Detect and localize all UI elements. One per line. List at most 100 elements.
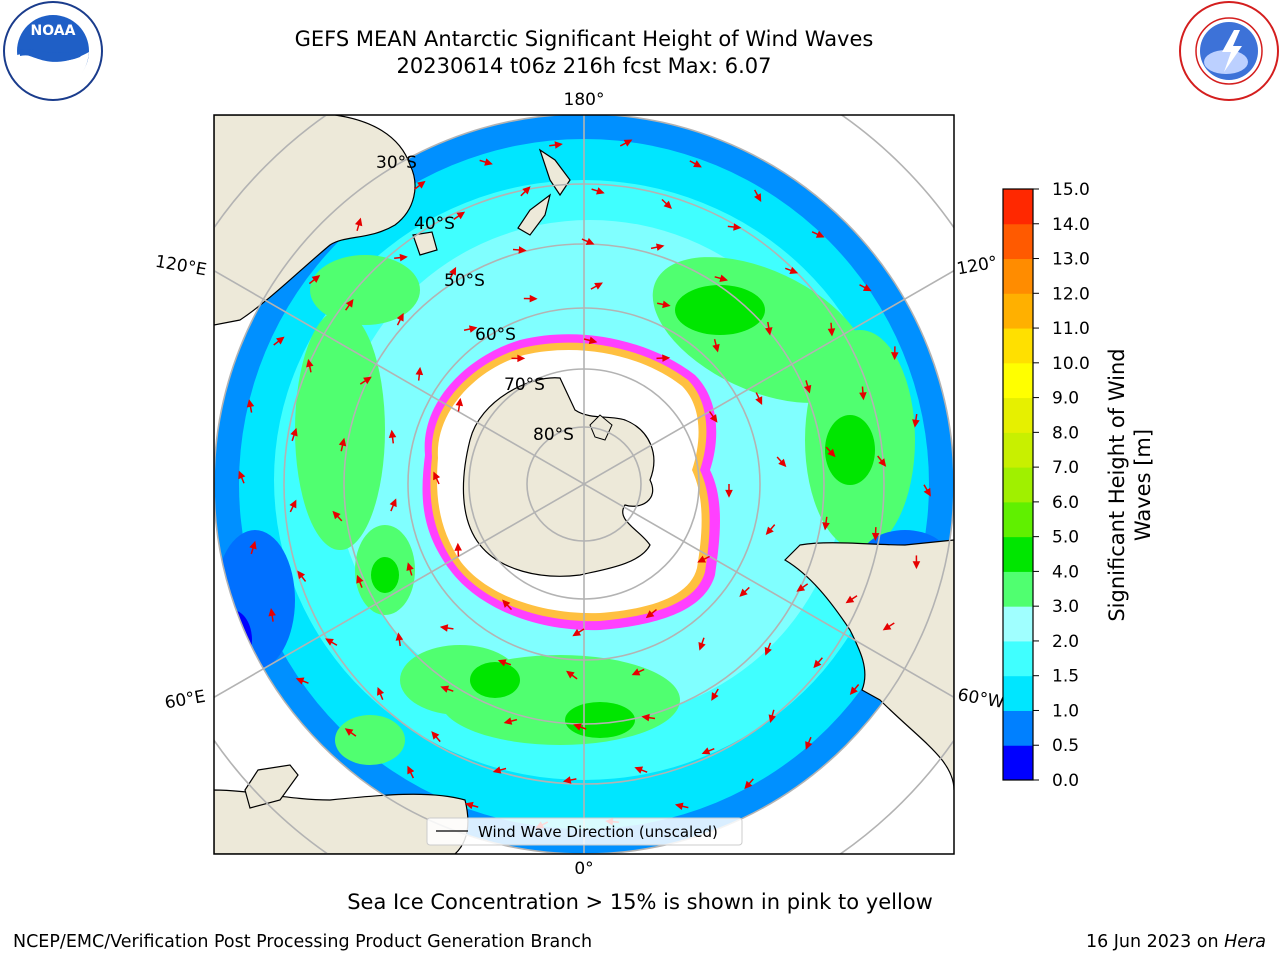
wave-direction-arrowhead bbox=[813, 659, 822, 669]
wave-direction-arrowhead bbox=[701, 747, 711, 755]
wave-direction-arrowhead bbox=[712, 343, 720, 353]
colorbar-swatch bbox=[1003, 189, 1033, 225]
wave-direction-arrowhead bbox=[744, 780, 753, 790]
colorbar-swatch bbox=[1003, 258, 1033, 294]
legend-label: Wind Wave Direction (unscaled) bbox=[478, 823, 718, 841]
wave-direction-arrowhead bbox=[363, 376, 372, 385]
wave-direction-arrowhead bbox=[733, 223, 742, 231]
colorbar-tick-label: 10.0 bbox=[1052, 354, 1090, 374]
wave-direction-arrowhead bbox=[765, 526, 774, 536]
wave-direction-arrowhead bbox=[765, 327, 773, 336]
wave-direction-arrowhead bbox=[890, 352, 899, 361]
lon-label-0: 0° bbox=[574, 859, 593, 879]
wave-direction-arrowhead bbox=[433, 471, 441, 481]
footer-host: Hera bbox=[1224, 932, 1266, 952]
wave-direction-arrowhead bbox=[739, 588, 748, 597]
wave-direction-arrowhead bbox=[407, 765, 415, 775]
wave-direction-arrowhead bbox=[862, 284, 872, 292]
colorbar-swatch bbox=[1003, 397, 1033, 433]
wave-direction-arrowhead bbox=[789, 266, 799, 274]
colorbar-tick-label: 6.0 bbox=[1052, 493, 1079, 513]
wave-direction-arrowhead bbox=[845, 595, 855, 604]
wave-direction-arrowhead bbox=[803, 384, 812, 394]
colorbar-tick-label: 7.0 bbox=[1052, 458, 1079, 478]
wave-direction-arrowhead bbox=[641, 713, 650, 722]
colorbar-swatch bbox=[1003, 640, 1033, 677]
colorbar-tick-label: 4.0 bbox=[1052, 562, 1079, 582]
wave-direction-arrowhead bbox=[631, 668, 641, 676]
colorbar-label-line1: Significant Height of Wind bbox=[1105, 348, 1129, 621]
wave-direction-arrowhead bbox=[456, 211, 466, 220]
wave-direction-arrowhead bbox=[796, 584, 806, 592]
wave-direction-arrowhead bbox=[297, 570, 306, 580]
figure-title-line-2: 20230614 t06z 216h fcst Max: 6.07 bbox=[396, 54, 772, 78]
colorbar-swatch bbox=[1003, 606, 1033, 642]
colorbar-swatch bbox=[1003, 501, 1033, 538]
colorbar-tick-label: 11.0 bbox=[1052, 319, 1090, 339]
wave-direction-arrowhead bbox=[827, 328, 836, 337]
wave-direction-arrowhead bbox=[395, 632, 404, 641]
wave-direction-arrowhead bbox=[623, 139, 633, 147]
wave-direction-arrowhead bbox=[923, 487, 931, 497]
lat-label-60s: 60°S bbox=[475, 325, 516, 345]
colorbar-swatch bbox=[1003, 675, 1033, 711]
wave-direction-arrowhead bbox=[354, 217, 363, 227]
wave-direction-arrowhead bbox=[338, 437, 347, 447]
colorbar: 0.0 0.5 1.0 1.5 2.0 3.0 4.0 5.0 6.0 7.0 8.0 9.0 10.0… bbox=[1002, 180, 1155, 791]
wave-direction-arrowhead bbox=[754, 193, 762, 202]
colorbar-swatch bbox=[1003, 745, 1033, 781]
wave-direction-arrowhead bbox=[289, 499, 297, 509]
colorbar-label-line2: Waves [m] bbox=[1131, 429, 1155, 541]
wave-direction-arrowhead bbox=[389, 498, 397, 508]
wave-direction-arrowhead bbox=[246, 399, 255, 408]
wave-direction-arrowhead bbox=[719, 274, 728, 282]
footer-date: 16 Jun 2023 on Hera bbox=[1086, 932, 1266, 952]
wave-direction-arrowhead bbox=[572, 628, 582, 637]
wave-direction-arrowhead bbox=[492, 766, 502, 774]
colorbar-tick-label: 12.0 bbox=[1052, 284, 1090, 304]
wave-direction-arrowhead bbox=[698, 641, 706, 651]
wave-direction-arrowhead bbox=[764, 646, 772, 656]
wave-direction-arrowhead bbox=[465, 801, 474, 810]
wave-direction-arrowhead bbox=[554, 141, 563, 149]
sea-ice-note: Sea Ice Concentration > 15% is shown in … bbox=[347, 890, 933, 914]
footer-date-text: 16 Jun 2023 on bbox=[1085, 932, 1225, 952]
wave-direction-arrowhead bbox=[585, 237, 595, 245]
colorbar-tick-label: 8.0 bbox=[1052, 423, 1079, 443]
colorbar-tick-label: 2.0 bbox=[1052, 632, 1079, 652]
wave-direction-arrowhead bbox=[594, 282, 603, 290]
lat-label-80s: 80°S bbox=[533, 425, 574, 445]
colorbar-swatch bbox=[1003, 293, 1033, 329]
wave-direction-arrowhead bbox=[709, 414, 718, 423]
wave-direction-arrowhead bbox=[517, 354, 526, 363]
colorbar-tick-label: 14.0 bbox=[1052, 215, 1090, 235]
wave-direction-arrowhead bbox=[249, 540, 257, 550]
wave-direction-arrowhead bbox=[822, 522, 830, 531]
sea-ice-region bbox=[422, 334, 720, 631]
wave-direction-arrowhead bbox=[388, 429, 397, 439]
colorbar-swatch bbox=[1003, 362, 1033, 399]
colorbar-tick-label: 9.0 bbox=[1052, 389, 1079, 409]
wave-direction-arrowhead bbox=[634, 766, 644, 774]
colorbar-swatch bbox=[1003, 571, 1033, 607]
wave-direction-arrowhead bbox=[529, 294, 538, 303]
lon-label-180: 180° bbox=[564, 90, 605, 110]
wave-direction-arrowhead bbox=[325, 638, 334, 646]
wave-direction-arrowhead bbox=[497, 659, 507, 667]
wave-direction-arrowhead bbox=[566, 670, 575, 679]
colorbar-swatch bbox=[1003, 710, 1033, 746]
wave-direction-arrowhead bbox=[440, 685, 450, 693]
wave-direction-arrowhead bbox=[849, 686, 858, 696]
wave-direction-arrowhead bbox=[295, 677, 305, 685]
lon-label-60e: 60°E bbox=[163, 687, 207, 714]
wave-direction-arrowhead bbox=[827, 448, 836, 458]
footer-branch: NCEP/EMC/Verification Post Processing Pr… bbox=[13, 932, 593, 952]
wave-direction-arrowhead bbox=[805, 741, 813, 750]
wave-direction-arrowhead bbox=[311, 275, 321, 283]
wind-wave-direction-vectors bbox=[238, 139, 931, 829]
lon-label-60w: 60°W bbox=[956, 685, 1006, 713]
legend: Wind Wave Direction (unscaled) bbox=[426, 817, 743, 846]
colorbar-tick-label: 1.5 bbox=[1052, 667, 1079, 687]
wave-direction-arrowhead bbox=[332, 510, 341, 520]
lat-label-30s: 30°S bbox=[376, 153, 417, 173]
